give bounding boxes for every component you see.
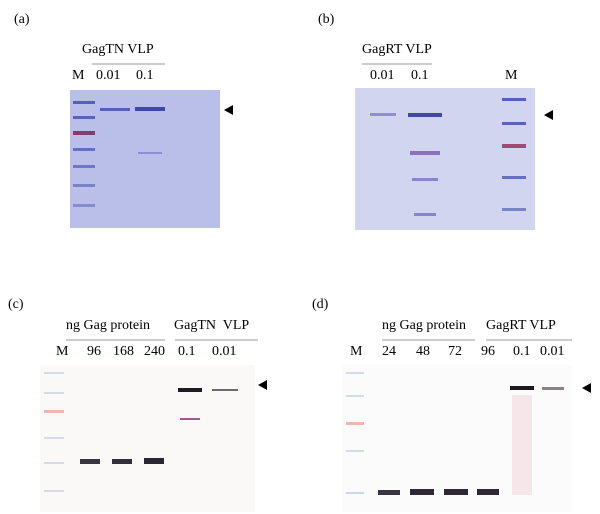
lane-label: 72: [448, 344, 462, 359]
panel-label: (c): [8, 297, 24, 312]
lane-label: M: [56, 344, 69, 359]
arrowhead: [544, 110, 553, 120]
panel-label: (b): [318, 12, 335, 27]
group-label: ng Gag protein: [66, 318, 150, 333]
arrowhead: [224, 105, 233, 115]
lane-label: 0.1: [178, 344, 196, 359]
lane-label: M: [505, 68, 518, 83]
lane-label: M: [72, 68, 85, 83]
group-label: ng Gag protein: [382, 318, 466, 333]
lane-label: M: [350, 344, 363, 359]
gel: [355, 88, 535, 230]
group-label: GagTN VLP: [82, 42, 154, 57]
lane-label: 96: [481, 344, 495, 359]
gel: [70, 90, 220, 228]
lane-label: 0.01: [540, 344, 565, 359]
lane-label: 0.1: [411, 68, 429, 83]
lane-label: 240: [144, 344, 165, 359]
lane-label: 24: [382, 344, 396, 359]
group-label: GagRT VLP: [486, 318, 556, 333]
lane-label: 0.1: [136, 68, 154, 83]
lane-label: 168: [113, 344, 134, 359]
arrowhead: [258, 380, 267, 390]
lane-label: 0.01: [212, 344, 237, 359]
gel: [342, 365, 572, 512]
lane-label: 0.01: [96, 68, 121, 83]
group-label: GagTN VLP: [174, 318, 249, 333]
lane-label: 0.1: [513, 344, 531, 359]
group-label: GagRT VLP: [362, 42, 432, 57]
panel-label: (a): [14, 12, 30, 27]
lane-label: 0.01: [370, 68, 395, 83]
arrowhead: [582, 383, 591, 393]
panel-label: (d): [312, 297, 329, 312]
gel: [40, 365, 255, 512]
lane-label: 48: [416, 344, 430, 359]
lane-label: 96: [87, 344, 101, 359]
